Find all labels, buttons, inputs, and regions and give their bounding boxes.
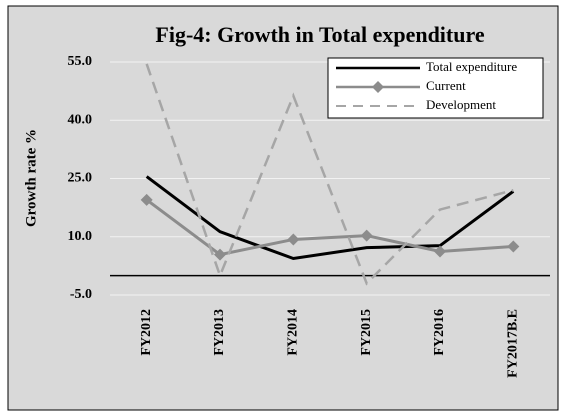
x-tick-label: FY2016: [432, 309, 447, 356]
marker: [140, 193, 153, 206]
marker: [507, 240, 520, 253]
legend-marker: [372, 81, 384, 93]
legend-label: Development: [426, 97, 496, 112]
y-tick-label: 40.0: [68, 112, 93, 127]
x-tick-label: FY2013: [212, 309, 227, 356]
y-tick-label: -5.0: [70, 287, 92, 302]
legend-label: Current: [426, 78, 466, 93]
x-tick-label: FY2015: [359, 309, 374, 356]
line-series: [145, 175, 515, 261]
marker: [287, 233, 300, 246]
y-axis-label: Growth rate %: [23, 129, 39, 227]
marker: [360, 229, 373, 242]
y-tick-label: 10.0: [68, 229, 93, 244]
y-tick-label: 25.0: [68, 171, 93, 186]
x-tick-label: FY2017B.E: [506, 309, 521, 378]
marker: [434, 245, 446, 258]
x-tick-label: FY2014: [286, 309, 301, 356]
chart-title: Fig-4: Growth in Total expenditure: [155, 22, 484, 47]
legend-label: Total expenditure: [426, 59, 517, 74]
marker: [214, 248, 226, 261]
line-series: [145, 63, 514, 286]
x-tick-label: FY2012: [139, 309, 154, 356]
y-tick-label: 55.0: [68, 54, 93, 69]
line-series: [145, 198, 514, 257]
